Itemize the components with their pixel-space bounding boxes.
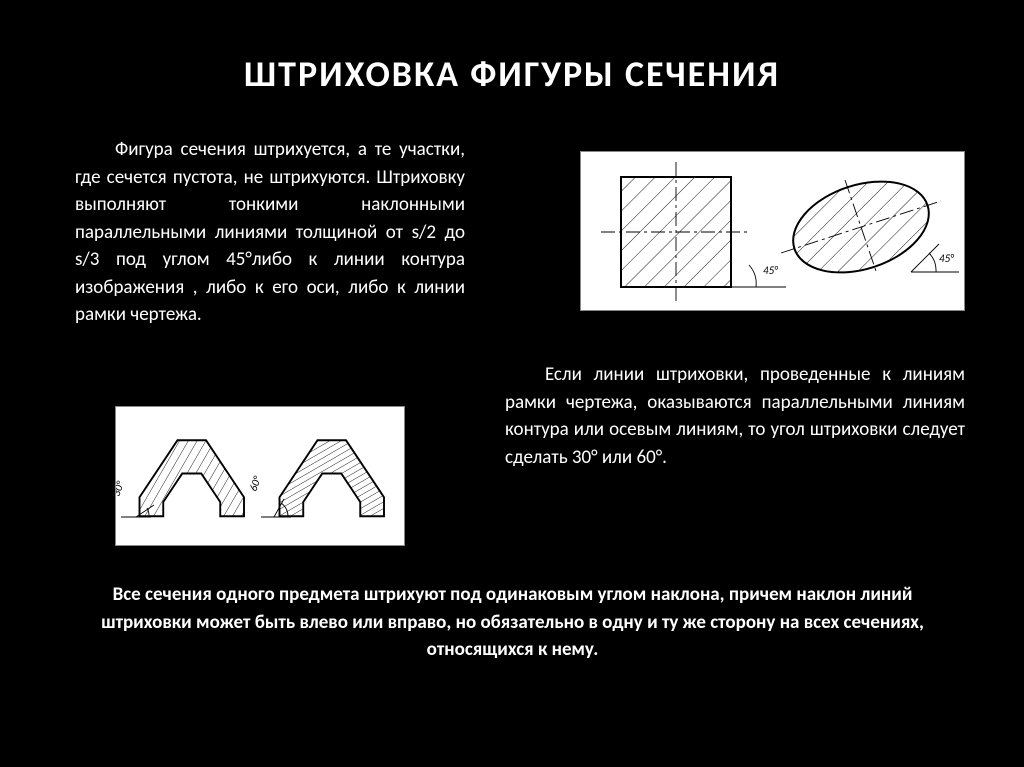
angle-60-label: 60° [247, 474, 264, 493]
angle-45-label-a: 45° [763, 264, 778, 277]
figure-hatching-30-60: 30° 60° [115, 406, 405, 546]
paragraph-3: Все сечения одного предмета штрихуют под… [70, 581, 955, 664]
paragraph-2: Если линии штриховки, проведенные к лини… [505, 361, 965, 471]
content-area: Фигура сечения штрихуется, а те участки,… [0, 96, 1024, 753]
paragraph-1: Фигура сечения штрихуется, а те участки,… [75, 136, 465, 329]
angle-30-label: 30° [116, 479, 127, 498]
angle-45-label-b: 45° [939, 252, 954, 265]
figure-hatching-45: 45° 45° [580, 151, 965, 311]
page-title: ШТРИХОВКА ФИГУРЫ СЕЧЕНИЯ [0, 0, 1024, 96]
